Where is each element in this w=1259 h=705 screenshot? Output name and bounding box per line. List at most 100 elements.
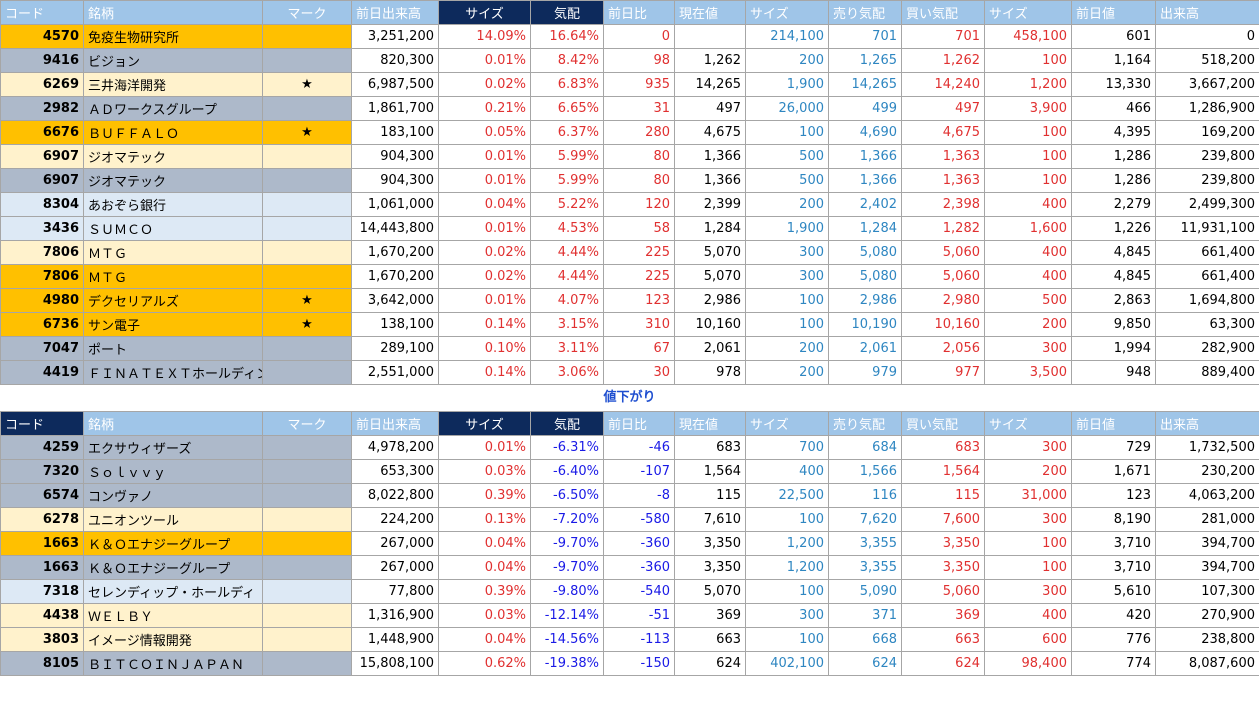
cell-current[interactable]: 4,675 [674,120,746,145]
cell-size1[interactable]: 0.05% [438,120,531,145]
cell-size3[interactable]: 500 [984,288,1072,313]
header-size2[interactable]: サイズ [745,0,829,25]
cell-prev-price[interactable]: 4,845 [1071,264,1156,289]
cell-quote[interactable]: 4.07% [530,288,604,313]
cell-prev-price[interactable]: 3,710 [1071,555,1156,580]
cell-quote[interactable]: 6.37% [530,120,604,145]
cell-code[interactable]: 4259 [0,435,84,460]
cell-change[interactable]: 31 [603,96,675,121]
cell-size3[interactable]: 300 [984,579,1072,604]
table-row[interactable]: 7318 セレンディップ・ホールディ 77,800 0.39% -9.80% -540 5,… [0,579,1259,604]
cell-prev-volume[interactable]: 267,000 [351,531,439,556]
cell-ask[interactable]: 14,265 [828,72,902,97]
cell-current[interactable]: 1,366 [674,168,746,193]
cell-size3[interactable]: 300 [984,507,1072,532]
cell-prev-volume[interactable]: 3,251,200 [351,24,439,49]
header-ask[interactable]: 売り気配 [828,411,902,436]
cell-ask[interactable]: 1,566 [828,459,902,484]
cell-volume[interactable]: 63,300 [1155,312,1259,337]
header-mark[interactable]: マーク [262,411,352,436]
cell-code[interactable]: 8304 [0,192,84,217]
cell-mark[interactable]: ★ [262,120,352,145]
cell-prev-volume[interactable]: 8,022,800 [351,483,439,508]
cell-name[interactable]: ユニオンツール [83,507,263,532]
cell-quote[interactable]: -14.56% [530,627,604,652]
cell-name[interactable]: ＢＩＴＣＯＩＮＪＡＰＡＮ [83,651,263,676]
header-prev-volume[interactable]: 前日出来高 [351,411,439,436]
cell-size2[interactable]: 26,000 [745,96,829,121]
cell-change[interactable]: 280 [603,120,675,145]
table-row[interactable]: 7047 ポート 289,100 0.10% 3.11% 67 2,061 200 2,061 2… [0,336,1259,361]
cell-name[interactable]: ＢＵＦＦＡＬＯ [83,120,263,145]
cell-size3[interactable]: 400 [984,192,1072,217]
cell-ask[interactable]: 10,190 [828,312,902,337]
cell-mark[interactable]: ★ [262,288,352,313]
table-row[interactable]: 2982 ＡＤワークスグループ 1,861,700 0.21% 6.65% 31 497 26… [0,96,1259,121]
cell-ask[interactable]: 3,355 [828,555,902,580]
cell-volume[interactable]: 107,300 [1155,579,1259,604]
cell-ask[interactable]: 7,620 [828,507,902,532]
cell-quote[interactable]: -19.38% [530,651,604,676]
header-prev-price[interactable]: 前日値 [1071,0,1156,25]
cell-current[interactable] [674,24,746,49]
cell-code[interactable]: 6676 [0,120,84,145]
table-row[interactable]: 4259 エクサウィザーズ 4,978,200 0.01% -6.31% -46 683 70… [0,435,1259,460]
cell-mark[interactable] [262,216,352,241]
cell-prev-price[interactable]: 5,610 [1071,579,1156,604]
cell-mark[interactable] [262,651,352,676]
table-row[interactable]: 6278 ユニオンツール 224,200 0.13% -7.20% -580 7,610 10… [0,507,1259,532]
cell-prev-price[interactable]: 9,850 [1071,312,1156,337]
cell-ask[interactable]: 1,366 [828,168,902,193]
cell-size3[interactable]: 400 [984,264,1072,289]
cell-prev-price[interactable]: 1,164 [1071,48,1156,73]
cell-size2[interactable]: 200 [745,192,829,217]
cell-ask[interactable]: 701 [828,24,902,49]
header-size1[interactable]: サイズ [438,0,531,25]
header-name[interactable]: 銘柄 [83,0,263,25]
cell-ask[interactable]: 2,986 [828,288,902,313]
cell-size3[interactable]: 100 [984,144,1072,169]
cell-current[interactable]: 2,061 [674,336,746,361]
cell-name[interactable]: ＭＴＧ [83,240,263,265]
cell-quote[interactable]: -9.70% [530,531,604,556]
cell-prev-volume[interactable]: 15,808,100 [351,651,439,676]
cell-change[interactable]: 123 [603,288,675,313]
cell-change[interactable]: 0 [603,24,675,49]
cell-bid[interactable]: 2,980 [901,288,985,313]
cell-bid[interactable]: 5,060 [901,264,985,289]
cell-quote[interactable]: -6.40% [530,459,604,484]
cell-size1[interactable]: 0.39% [438,579,531,604]
cell-change[interactable]: 80 [603,144,675,169]
cell-volume[interactable]: 239,800 [1155,168,1259,193]
table-row[interactable]: 6676 ＢＵＦＦＡＬＯ ★ 183,100 0.05% 6.37% 280 4,675 100… [0,120,1259,145]
table-row[interactable]: 3436 ＳＵＭＣＯ 14,443,800 0.01% 4.53% 58 1,284 1,90… [0,216,1259,241]
cell-mark[interactable] [262,360,352,385]
table-row[interactable]: 6907 ジオマテック 904,300 0.01% 5.99% 80 1,366 500 1,3… [0,144,1259,169]
table-row[interactable]: 4570 免疫生物研究所 3,251,200 14.09% 16.64% 0 214,100… [0,24,1259,49]
cell-change[interactable]: -46 [603,435,675,460]
cell-code[interactable]: 7806 [0,240,84,265]
cell-ask[interactable]: 3,355 [828,531,902,556]
cell-volume[interactable]: 1,286,900 [1155,96,1259,121]
cell-size3[interactable]: 400 [984,603,1072,628]
cell-code[interactable]: 6269 [0,72,84,97]
cell-bid[interactable]: 2,056 [901,336,985,361]
header-change[interactable]: 前日比 [603,411,675,436]
cell-volume[interactable]: 661,400 [1155,240,1259,265]
cell-name[interactable]: あおぞら銀行 [83,192,263,217]
table-row[interactable]: 8105 ＢＩＴＣＯＩＮＪＡＰＡＮ 15,808,100 0.62% -19.38% -1… [0,651,1259,676]
cell-code[interactable]: 4438 [0,603,84,628]
cell-prev-volume[interactable]: 4,978,200 [351,435,439,460]
table-row[interactable]: 7320 Ｓｏｌｖｖｙ 653,300 0.03% -6.40% -107 1,564 400… [0,459,1259,484]
cell-name[interactable]: 三井海洋開発 [83,72,263,97]
cell-quote[interactable]: -9.80% [530,579,604,604]
cell-size2[interactable]: 1,900 [745,72,829,97]
cell-size2[interactable]: 100 [745,627,829,652]
cell-size2[interactable]: 200 [745,336,829,361]
cell-change[interactable]: 67 [603,336,675,361]
cell-quote[interactable]: 6.83% [530,72,604,97]
cell-mark[interactable] [262,96,352,121]
cell-prev-volume[interactable]: 820,300 [351,48,439,73]
cell-size1[interactable]: 0.21% [438,96,531,121]
cell-bid[interactable]: 624 [901,651,985,676]
